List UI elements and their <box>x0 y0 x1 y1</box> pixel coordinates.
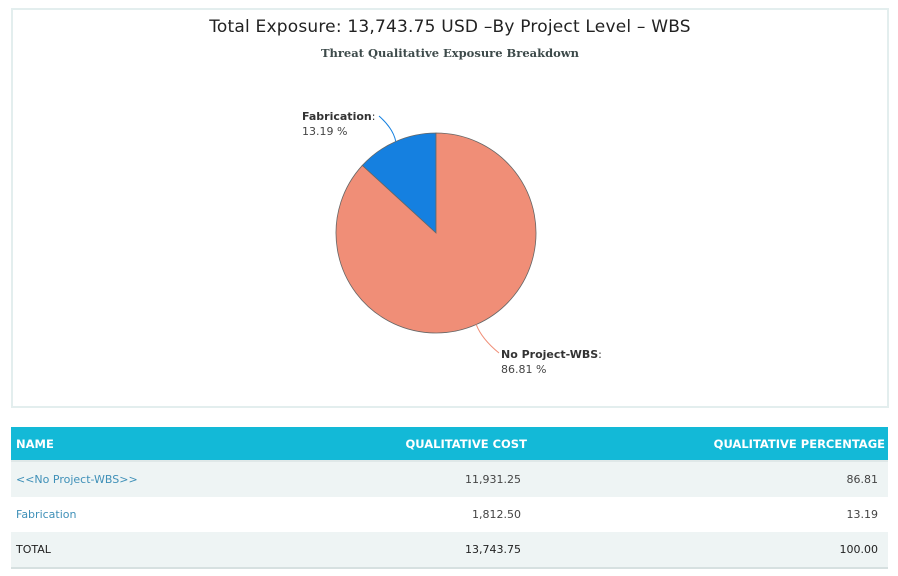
chart-subtitle: Threat Qualitative Exposure Breakdown <box>320 46 580 60</box>
column-header-name[interactable]: NAME <box>11 427 272 461</box>
row-link-fabrication[interactable]: Fabrication <box>16 508 77 521</box>
row-cost-cell: 11,931.25 <box>271 461 533 497</box>
column-header-qualitative-cost[interactable]: QUALITATIVE COST <box>271 427 533 461</box>
chart-panel: Total Exposure: 13,743.75 USD –By Projec… <box>11 8 889 408</box>
pie-slice-no-project-wbs[interactable] <box>335 132 537 334</box>
pie-label-connector <box>378 115 397 142</box>
chart-title: Total Exposure: 13,743.75 USD –By Projec… <box>209 17 691 37</box>
total-label: TOTAL <box>11 532 272 569</box>
table-total-row: TOTAL 13,743.75 100.00 <box>11 532 888 569</box>
pie-chart: Fabrication: 13.19 % No Project-WBS: 86.81 … <box>302 110 602 376</box>
total-cost-cell: 13,743.75 <box>271 532 533 569</box>
table-row: <<No Project-WBS>> 11,931.25 86.81 <box>11 461 888 497</box>
row-cost-cell: 1,812.50 <box>271 497 533 532</box>
pie-data-label-name: No Project-WBS: <box>501 348 602 361</box>
row-link-no-project-wbs[interactable]: <<No Project-WBS>> <box>16 473 138 486</box>
breakdown-table: NAME QUALITATIVE COST QUALITATIVE PERCEN… <box>11 427 888 569</box>
row-percentage-cell: 13.19 <box>532 497 888 532</box>
row-percentage-cell: 86.81 <box>532 461 888 497</box>
pie-data-label-value: 86.81 % <box>501 363 546 376</box>
pie-label-connector <box>475 324 500 354</box>
pie-data-label-name: Fabrication: <box>302 110 375 123</box>
table-row: Fabrication 1,812.50 13.19 <box>11 497 888 532</box>
total-percentage-cell: 100.00 <box>532 532 888 569</box>
column-header-qualitative-percentage[interactable]: QUALITATIVE PERCENTAGE <box>532 427 888 461</box>
pie-data-label-value: 13.19 % <box>302 125 347 138</box>
table-header-row: NAME QUALITATIVE COST QUALITATIVE PERCEN… <box>11 427 888 461</box>
